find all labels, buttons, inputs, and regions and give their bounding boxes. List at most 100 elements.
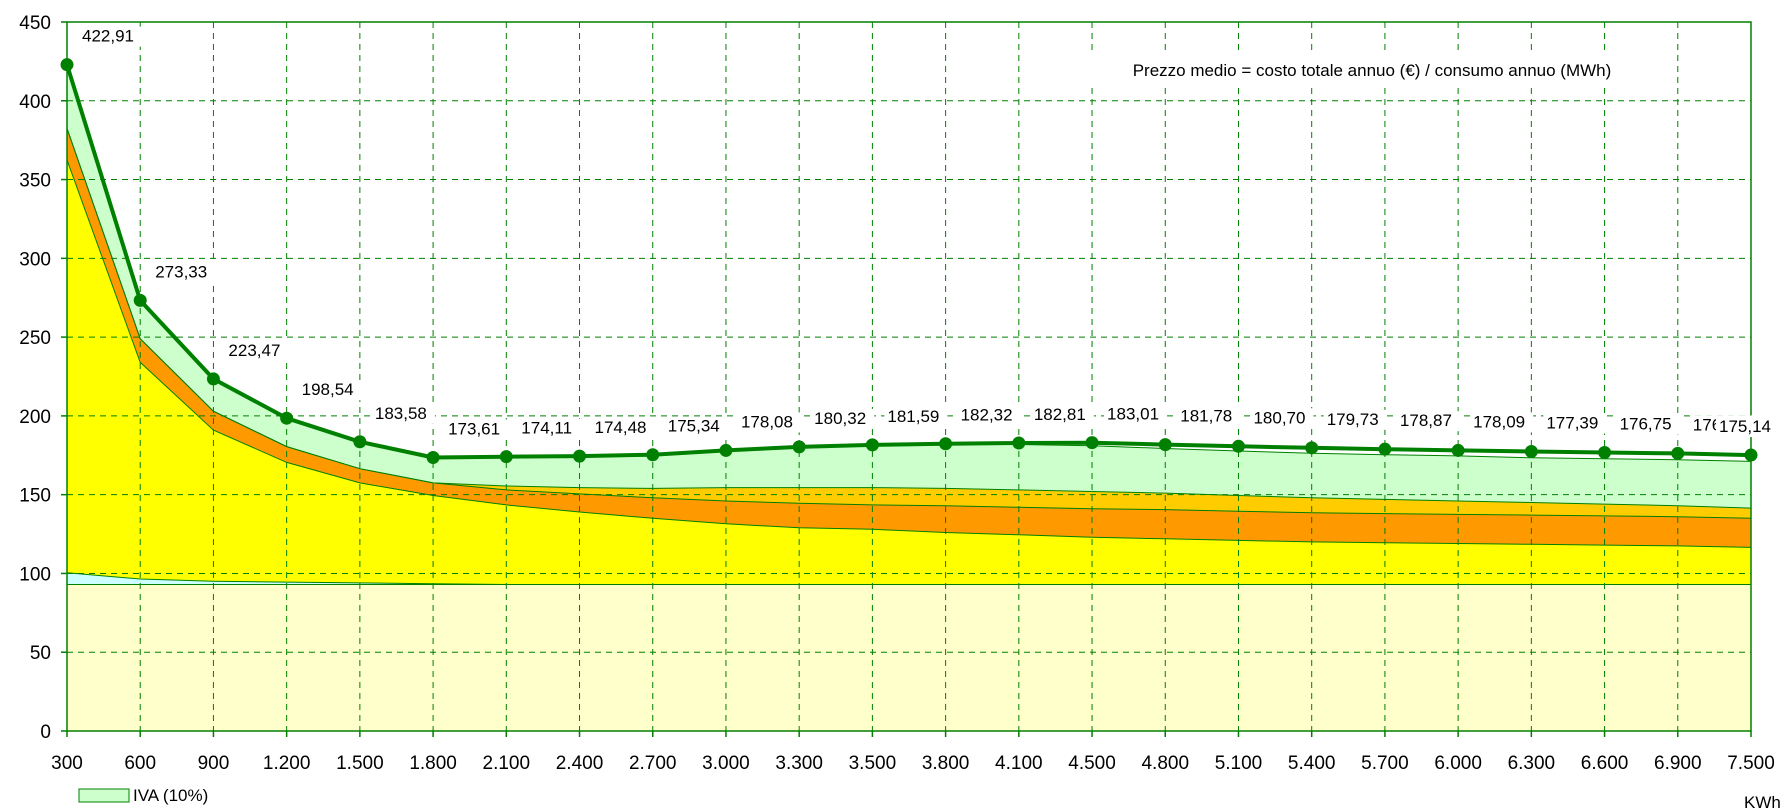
- data-label-background: [1323, 409, 1387, 430]
- legend-swatch-iva: [78, 788, 130, 803]
- y-tick-label: 0: [40, 722, 51, 743]
- x-tick-label: 2.400: [556, 753, 604, 774]
- data-label-background: [518, 418, 582, 439]
- gridlines: [67, 22, 1751, 731]
- x-tick-label: 1.800: [409, 753, 457, 774]
- annotation-text: Prezzo medio = costo totale annuo (€) / …: [1133, 61, 1612, 80]
- data-labels: 422,91 273,33 223,47 198,54 183,58 173,61 174,…: [79, 26, 1779, 440]
- data-label: 181,59: [887, 407, 939, 426]
- total-line-marker: [865, 438, 879, 452]
- y-tick-label: 250: [19, 328, 51, 349]
- data-label-background: [225, 340, 289, 361]
- total-line-marker: [426, 450, 440, 464]
- data-label-background: [1716, 417, 1779, 438]
- x-tick-label: 5.700: [1361, 753, 1409, 774]
- total-line-marker: [646, 448, 660, 462]
- annotation-box: Prezzo medio = costo totale annuo (€) / …: [1087, 50, 1657, 88]
- area-boundary-series-3: [66, 159, 1752, 548]
- total-line-marker: [792, 440, 806, 454]
- total-line-marker: [1744, 448, 1758, 462]
- data-label: 183,58: [375, 404, 427, 423]
- x-tick-label: 6.900: [1654, 753, 1702, 774]
- stacked-areas: [67, 64, 1751, 731]
- x-axis-unit-label: KWh: [1744, 793, 1781, 810]
- y-tick-label: 150: [19, 486, 51, 507]
- plot-frame: [61, 21, 1752, 737]
- data-label: 178,09: [1473, 412, 1525, 431]
- x-tick-label: 1.200: [263, 753, 311, 774]
- data-label-background: [1470, 412, 1534, 433]
- y-tick-label: 200: [19, 407, 51, 428]
- data-label: 198,54: [302, 380, 354, 399]
- data-label-background: [811, 408, 875, 429]
- data-label: 422,91: [82, 27, 134, 46]
- data-label: 178,08: [741, 412, 793, 431]
- data-label-background: [298, 380, 362, 401]
- total-line-marker: [133, 293, 147, 307]
- x-tick-label: 2.700: [629, 753, 677, 774]
- total-line-marker: [1012, 436, 1026, 450]
- total-line-marker: [60, 58, 74, 72]
- data-label: 273,33: [155, 262, 207, 281]
- plot-border: [66, 21, 1752, 732]
- total-line-marker: [1231, 439, 1245, 453]
- y-tick-label: 300: [19, 249, 51, 270]
- data-label: 182,32: [961, 406, 1013, 425]
- data-label-background: [884, 406, 948, 427]
- y-tick-label: 50: [30, 643, 51, 664]
- x-tick-label: 4.800: [1141, 753, 1189, 774]
- area-boundary-series-5: [66, 128, 1752, 509]
- area-series-3: [67, 159, 1751, 585]
- data-label: 174,48: [595, 418, 647, 437]
- total-line-marker: [1158, 438, 1172, 452]
- x-tick-label: 3.800: [922, 753, 970, 774]
- x-axis-ticks: 300 600 900 1.200 1.500 1.800 2.100 2.400 2.700 3…: [51, 753, 1775, 774]
- total-line-marker: [1085, 436, 1099, 450]
- data-label: 174,11: [521, 419, 572, 438]
- x-tick-label: 5.400: [1288, 753, 1336, 774]
- total-line-marker: [1671, 446, 1685, 460]
- x-tick-label: 5.100: [1215, 753, 1263, 774]
- annotation-background: [1087, 50, 1657, 88]
- data-label-background: [152, 262, 216, 283]
- x-tick-label: 600: [124, 753, 156, 774]
- data-label-background: [79, 26, 142, 47]
- total-line-marker: [353, 435, 367, 449]
- x-tick-label: 3.500: [849, 753, 897, 774]
- data-label: 177,39: [1546, 414, 1598, 433]
- total-line-path: [65, 64, 1752, 460]
- data-label: 178,87: [1400, 411, 1452, 430]
- total-line-marker: [939, 437, 953, 451]
- total-line-marker: [499, 450, 513, 464]
- data-label-background: [957, 405, 1021, 426]
- x-tick-label: 4.500: [1068, 753, 1116, 774]
- data-label: 173,61: [448, 419, 500, 438]
- data-label-background: [1250, 408, 1314, 429]
- data-label-background: [445, 419, 509, 440]
- area-series-2: [67, 572, 1751, 585]
- data-label: 182,81: [1034, 405, 1086, 424]
- x-tick-label: 6.600: [1581, 753, 1629, 774]
- data-label-background: [737, 412, 801, 433]
- data-label: 175,14: [1719, 417, 1771, 436]
- x-tick-label: 4.100: [995, 753, 1043, 774]
- total-line-marker: [280, 411, 294, 425]
- total-line-marker: [1598, 446, 1612, 460]
- total-line-marker: [1305, 441, 1319, 455]
- x-tick-label: 7.500: [1727, 753, 1775, 774]
- data-label: 223,47: [228, 341, 280, 360]
- y-tick-label: 100: [19, 564, 51, 585]
- x-tick-label: 1.500: [336, 753, 384, 774]
- total-line-marker: [573, 449, 587, 463]
- x-tick-label: 900: [198, 753, 230, 774]
- data-label-background: [371, 403, 435, 424]
- data-label: 176,75: [1620, 415, 1672, 434]
- total-line-marker: [1524, 445, 1538, 459]
- data-label-background: [1543, 413, 1607, 434]
- data-label-background: [1030, 404, 1094, 425]
- data-label-background: [1396, 411, 1460, 432]
- legend: IVA (10%): [78, 786, 208, 805]
- data-label: 180,70: [1253, 408, 1305, 427]
- x-tick-label: 2.100: [483, 753, 531, 774]
